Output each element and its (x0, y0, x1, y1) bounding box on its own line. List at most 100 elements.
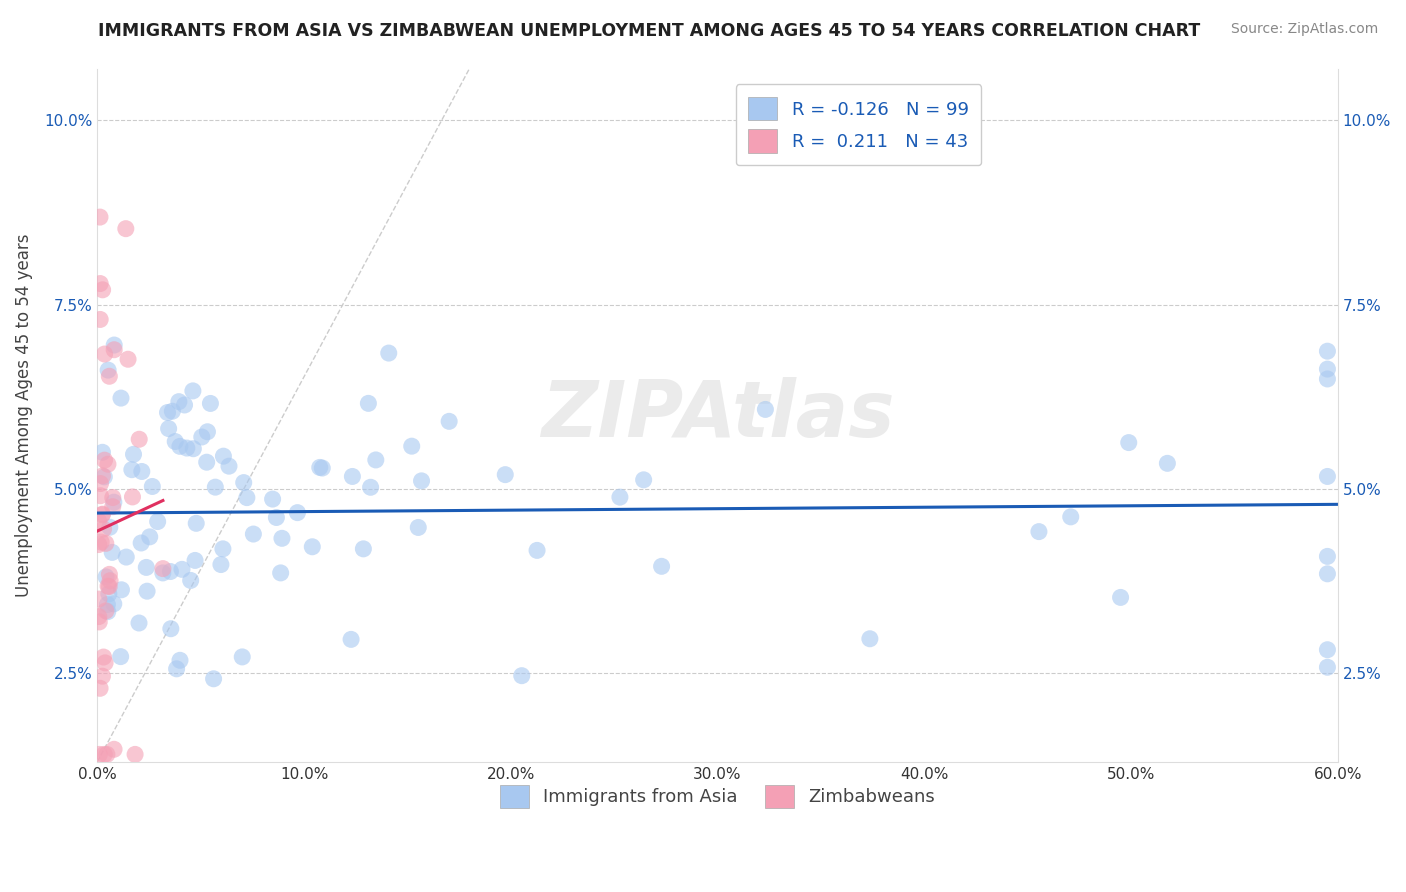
Point (89, 277, 111, 291)
Point (121, 490, 143, 504)
Point (1316, 344, 1339, 359)
Point (242, 527, 264, 541)
Point (218, 459, 240, 474)
Point (122, 447, 145, 461)
Point (89, 747, 111, 762)
Point (1316, 549, 1339, 564)
Point (115, 550, 138, 565)
Point (494, 467, 516, 482)
Point (173, 398, 195, 412)
Point (128, 432, 150, 446)
Point (94, 604, 117, 618)
Point (89, 476, 111, 491)
Point (93, 453, 115, 467)
Point (1316, 642, 1339, 657)
Point (1316, 372, 1339, 386)
Point (93, 650, 115, 665)
Point (93, 522, 115, 536)
Point (271, 531, 294, 545)
Point (352, 541, 374, 556)
Point (169, 653, 191, 667)
Point (1060, 509, 1083, 524)
Point (311, 461, 333, 475)
Point (301, 540, 323, 554)
Point (1156, 456, 1178, 470)
Point (103, 343, 125, 357)
Point (89, 489, 111, 503)
Point (124, 747, 146, 762)
Point (89, 210, 111, 224)
Point (609, 490, 631, 504)
Point (270, 566, 292, 580)
Point (186, 516, 208, 531)
Point (103, 597, 125, 611)
Point (103, 742, 125, 756)
Point (101, 491, 124, 505)
Point (91, 669, 114, 683)
Legend: Immigrants from Asia, Zimbabweans: Immigrants from Asia, Zimbabweans (494, 778, 942, 815)
Point (510, 668, 533, 682)
Point (287, 506, 309, 520)
Point (202, 672, 225, 686)
Point (156, 405, 179, 419)
Point (141, 479, 163, 493)
Point (114, 221, 136, 235)
Point (1118, 435, 1140, 450)
Point (93, 747, 115, 762)
Point (195, 455, 218, 469)
Point (162, 404, 184, 418)
Point (167, 394, 190, 409)
Point (94, 656, 117, 670)
Point (91, 468, 114, 483)
Y-axis label: Unemployment Among Ages 45 to 54 years: Unemployment Among Ages 45 to 54 years (15, 234, 32, 597)
Point (212, 449, 235, 463)
Point (1316, 362, 1339, 376)
Point (94, 570, 117, 584)
Point (98, 580, 121, 594)
Point (87, 592, 110, 607)
Point (98, 567, 121, 582)
Point (526, 543, 548, 558)
Point (357, 396, 380, 410)
Point (103, 495, 125, 509)
Point (437, 414, 460, 428)
Point (401, 439, 423, 453)
Point (87, 538, 110, 552)
Point (360, 480, 382, 494)
Point (200, 396, 222, 410)
Point (91, 445, 114, 459)
Point (308, 460, 330, 475)
Point (157, 422, 180, 436)
Point (98, 369, 121, 384)
Point (340, 632, 363, 647)
Point (651, 559, 673, 574)
Point (91, 283, 114, 297)
Point (1316, 660, 1339, 674)
Point (1316, 566, 1339, 581)
Point (152, 566, 174, 580)
Point (138, 530, 160, 544)
Point (159, 565, 181, 579)
Point (93, 347, 115, 361)
Point (859, 632, 882, 646)
Point (406, 520, 429, 534)
Point (633, 473, 655, 487)
Text: Source: ZipAtlas.com: Source: ZipAtlas.com (1230, 22, 1378, 37)
Point (117, 352, 139, 367)
Point (232, 475, 254, 490)
Point (97, 457, 120, 471)
Point (110, 649, 132, 664)
Point (160, 622, 183, 636)
Point (1028, 524, 1050, 539)
Point (97, 587, 120, 601)
Point (97, 363, 120, 377)
Point (110, 391, 132, 405)
Text: IMMIGRANTS FROM ASIA VS ZIMBABWEAN UNEMPLOYMENT AMONG AGES 45 TO 54 YEARS CORREL: IMMIGRANTS FROM ASIA VS ZIMBABWEAN UNEMP… (98, 22, 1201, 40)
Point (103, 338, 125, 352)
Point (128, 615, 150, 630)
Point (411, 474, 433, 488)
Point (129, 536, 152, 550)
Point (89, 312, 111, 326)
Point (152, 561, 174, 575)
Point (236, 491, 259, 505)
